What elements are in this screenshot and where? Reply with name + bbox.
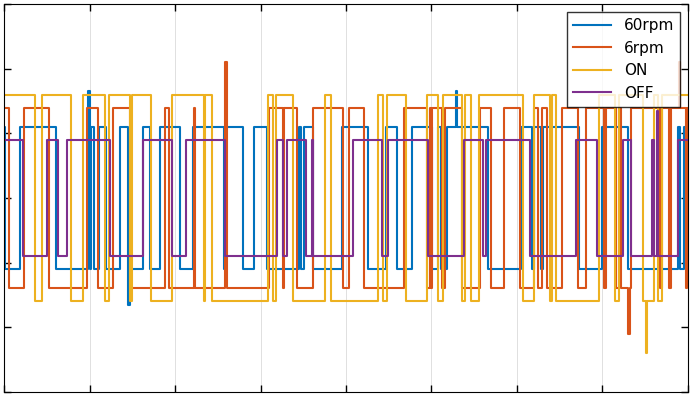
- OFF: [19, 254, 28, 259]
- ON: [329, 299, 337, 304]
- 60rpm: [331, 267, 340, 271]
- 6rpm: [330, 105, 338, 110]
- 6rpm: [625, 331, 633, 336]
- 60rpm: [125, 302, 133, 307]
- OFF: [372, 137, 380, 142]
- 60rpm: [373, 267, 381, 271]
- 6rpm: [562, 105, 570, 110]
- 6rpm: [408, 105, 417, 110]
- 60rpm: [670, 267, 678, 271]
- 60rpm: [410, 125, 418, 129]
- 6rpm: [684, 105, 692, 110]
- 6rpm: [222, 60, 230, 65]
- Line: ON: ON: [4, 95, 688, 353]
- ON: [668, 92, 677, 97]
- OFF: [684, 137, 692, 142]
- ON: [325, 92, 333, 97]
- 6rpm: [326, 105, 334, 110]
- ON: [561, 299, 569, 304]
- OFF: [326, 254, 334, 259]
- ON: [0, 92, 8, 97]
- Legend: 60rpm, 6rpm, ON, OFF: 60rpm, 6rpm, ON, OFF: [567, 12, 680, 107]
- Line: 60rpm: 60rpm: [4, 91, 688, 305]
- 60rpm: [85, 89, 93, 94]
- Line: 6rpm: 6rpm: [4, 62, 688, 334]
- OFF: [670, 254, 678, 259]
- OFF: [0, 137, 8, 142]
- OFF: [653, 109, 662, 113]
- ON: [407, 299, 415, 304]
- ON: [643, 351, 651, 356]
- 6rpm: [372, 286, 380, 291]
- OFF: [408, 137, 417, 142]
- 60rpm: [0, 125, 8, 129]
- ON: [370, 299, 379, 304]
- ON: [684, 92, 692, 97]
- 60rpm: [563, 125, 572, 129]
- 60rpm: [684, 125, 692, 129]
- 6rpm: [0, 105, 8, 110]
- 6rpm: [670, 105, 678, 110]
- Line: OFF: OFF: [4, 111, 688, 256]
- 60rpm: [327, 267, 336, 271]
- OFF: [330, 254, 338, 259]
- OFF: [562, 254, 570, 259]
